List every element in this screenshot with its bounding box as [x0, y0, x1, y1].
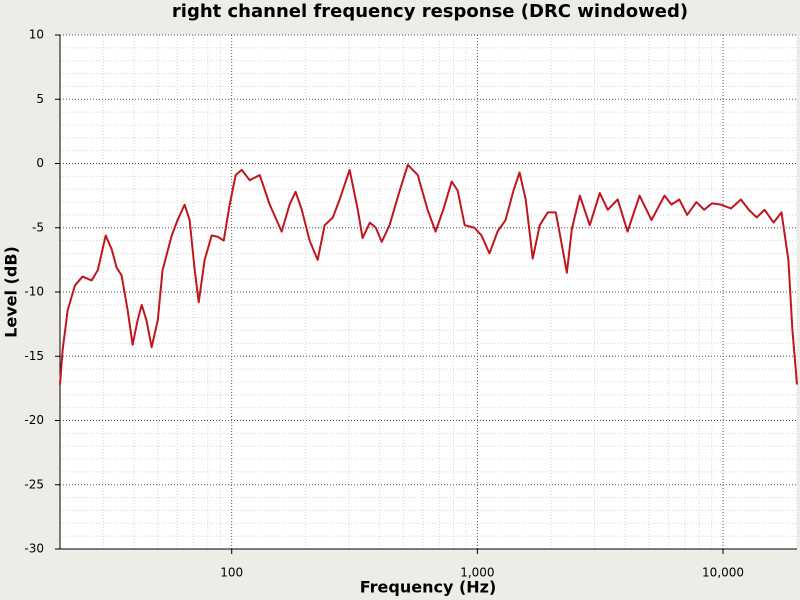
x-tick-label: 1,000 — [460, 566, 494, 580]
x-axis-label: Frequency (Hz) — [360, 578, 497, 597]
x-tick-label: 10,000 — [702, 566, 744, 580]
y-tick-label: -30 — [24, 542, 44, 556]
x-tick-label: 100 — [220, 566, 243, 580]
y-tick-label: -10 — [24, 285, 44, 299]
y-tick-label: -20 — [24, 413, 44, 427]
y-tick-label: -5 — [32, 220, 44, 234]
y-tick-label: -15 — [24, 349, 44, 363]
y-tick-label: 0 — [36, 156, 44, 170]
y-tick-label: 5 — [36, 92, 44, 106]
y-tick-label: -25 — [24, 477, 44, 491]
y-axis-label: Level (dB) — [2, 246, 21, 338]
line — [59, 163, 798, 385]
y-tick-label: 10 — [29, 28, 44, 42]
plot-area — [60, 35, 797, 549]
chart-title: right channel frequency response (DRC wi… — [172, 1, 688, 22]
